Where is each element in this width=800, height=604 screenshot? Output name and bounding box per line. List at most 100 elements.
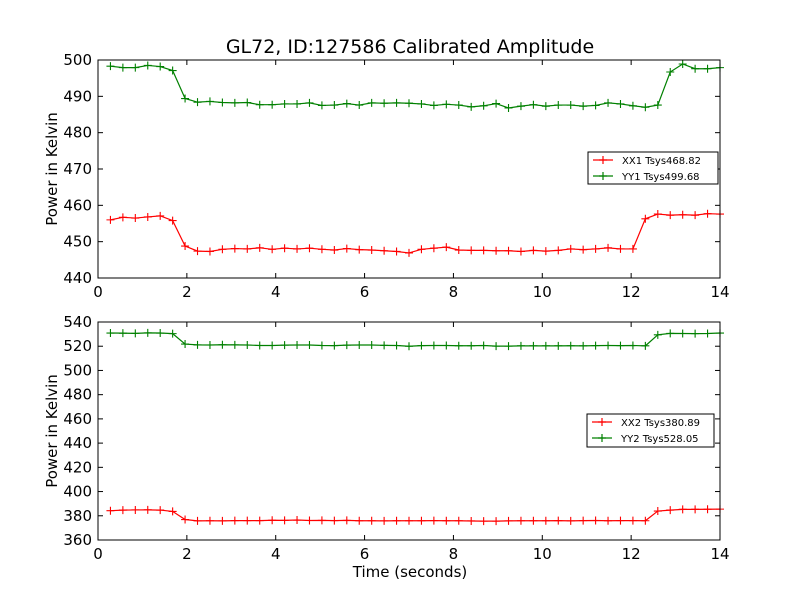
data-point: [405, 516, 413, 525]
data-point: [342, 99, 351, 108]
data-point: [143, 61, 152, 70]
x-tick-label: 2: [182, 545, 192, 563]
data-point: [193, 516, 202, 525]
legend-marker-yy1: [599, 172, 607, 180]
data-point: [268, 341, 277, 350]
data-point: [442, 341, 451, 350]
x-tick-label: 10: [533, 283, 552, 301]
data-point: [504, 246, 513, 255]
data-point: [230, 340, 239, 349]
y-tick-label: 520: [63, 337, 92, 355]
y-tick-label: 540: [63, 313, 92, 331]
data-point: [691, 211, 700, 220]
data-point: [118, 506, 127, 515]
data-point: [405, 248, 413, 257]
data-point: [516, 102, 525, 111]
data-point: [641, 341, 650, 350]
data-point: [380, 99, 389, 108]
chart-title: GL72, ID:127586 Calibrated Amplitude: [226, 36, 594, 58]
data-point: [305, 98, 314, 107]
data-point: [579, 245, 588, 254]
data-point: [703, 505, 712, 514]
data-point: [405, 342, 413, 351]
data-point: [280, 99, 289, 108]
data-point: [193, 247, 202, 256]
data-point: [678, 59, 687, 68]
data-point: [678, 329, 687, 338]
data-point: [579, 341, 588, 350]
data-point: [492, 517, 501, 526]
data-point: [156, 211, 165, 220]
data-point: [703, 209, 712, 218]
data-point: [616, 341, 625, 350]
data-point: [342, 341, 351, 350]
data-point: [317, 516, 326, 525]
data-point: [417, 245, 426, 254]
data-point: [218, 340, 227, 349]
data-point: [442, 516, 451, 525]
data-point: [666, 67, 675, 76]
data-point: [181, 515, 190, 524]
data-point: [479, 517, 488, 526]
data-point: [417, 516, 426, 525]
data-point: [653, 210, 662, 219]
x-tick-label: 6: [360, 545, 370, 563]
plot-area-top: 0 2 4 6 8 10 12 14 440 450 460 470 480 490 500: [63, 51, 729, 301]
data-point: [691, 505, 700, 514]
data-point: [479, 246, 488, 255]
data-point: [641, 516, 650, 525]
data-point: [293, 244, 302, 253]
legend-marker-xx1: [599, 156, 607, 164]
y-tick-label: 440: [63, 269, 92, 287]
data-point: [591, 101, 600, 110]
data-point: [604, 243, 613, 252]
data-point: [479, 101, 488, 110]
data-point: [628, 341, 637, 350]
data-point: [106, 506, 115, 515]
data-point: [168, 329, 177, 338]
data-point: [504, 342, 513, 351]
y-tick-label: 460: [63, 196, 92, 214]
data-point: [429, 516, 438, 525]
data-point: [305, 244, 314, 253]
data-point: [454, 516, 463, 525]
legend-marker-xx2: [598, 418, 606, 426]
data-point: [330, 516, 339, 525]
data-point: [205, 247, 214, 256]
x-tick-label: 10: [533, 545, 552, 563]
data-point: [380, 341, 389, 350]
data-point: [591, 341, 600, 350]
data-point: [293, 99, 302, 108]
data-point: [243, 341, 252, 350]
data-point: [168, 216, 177, 225]
data-point: [156, 62, 165, 71]
data-point: [255, 516, 264, 525]
x-tick-label: 14: [710, 283, 729, 301]
x-tick-label: 8: [449, 545, 459, 563]
data-point: [143, 212, 152, 221]
data-point: [392, 341, 401, 350]
data-point: [380, 516, 389, 525]
data-point: [628, 516, 637, 525]
data-point: [467, 341, 476, 350]
data-point: [516, 247, 525, 256]
data-point: [205, 516, 214, 525]
data-point: [566, 341, 575, 350]
data-point: [666, 211, 675, 220]
data-point: [566, 516, 575, 525]
data-point: [417, 341, 426, 350]
data-point: [641, 214, 650, 223]
x-tick-label: 4: [271, 545, 281, 563]
data-point: [492, 99, 501, 108]
data-point: [367, 98, 376, 107]
data-point: [106, 215, 115, 224]
data-point: [429, 341, 438, 350]
legend-label-yy2: YY2 Tsys528.05: [620, 434, 699, 445]
x-tick-label: 6: [360, 283, 370, 301]
data-point: [467, 246, 476, 255]
data-point: [392, 247, 401, 256]
data-point: [604, 98, 613, 107]
data-point: [218, 98, 227, 107]
data-point: [616, 516, 625, 525]
legend-label-xx2: XX2 Tsys380.89: [621, 418, 700, 429]
